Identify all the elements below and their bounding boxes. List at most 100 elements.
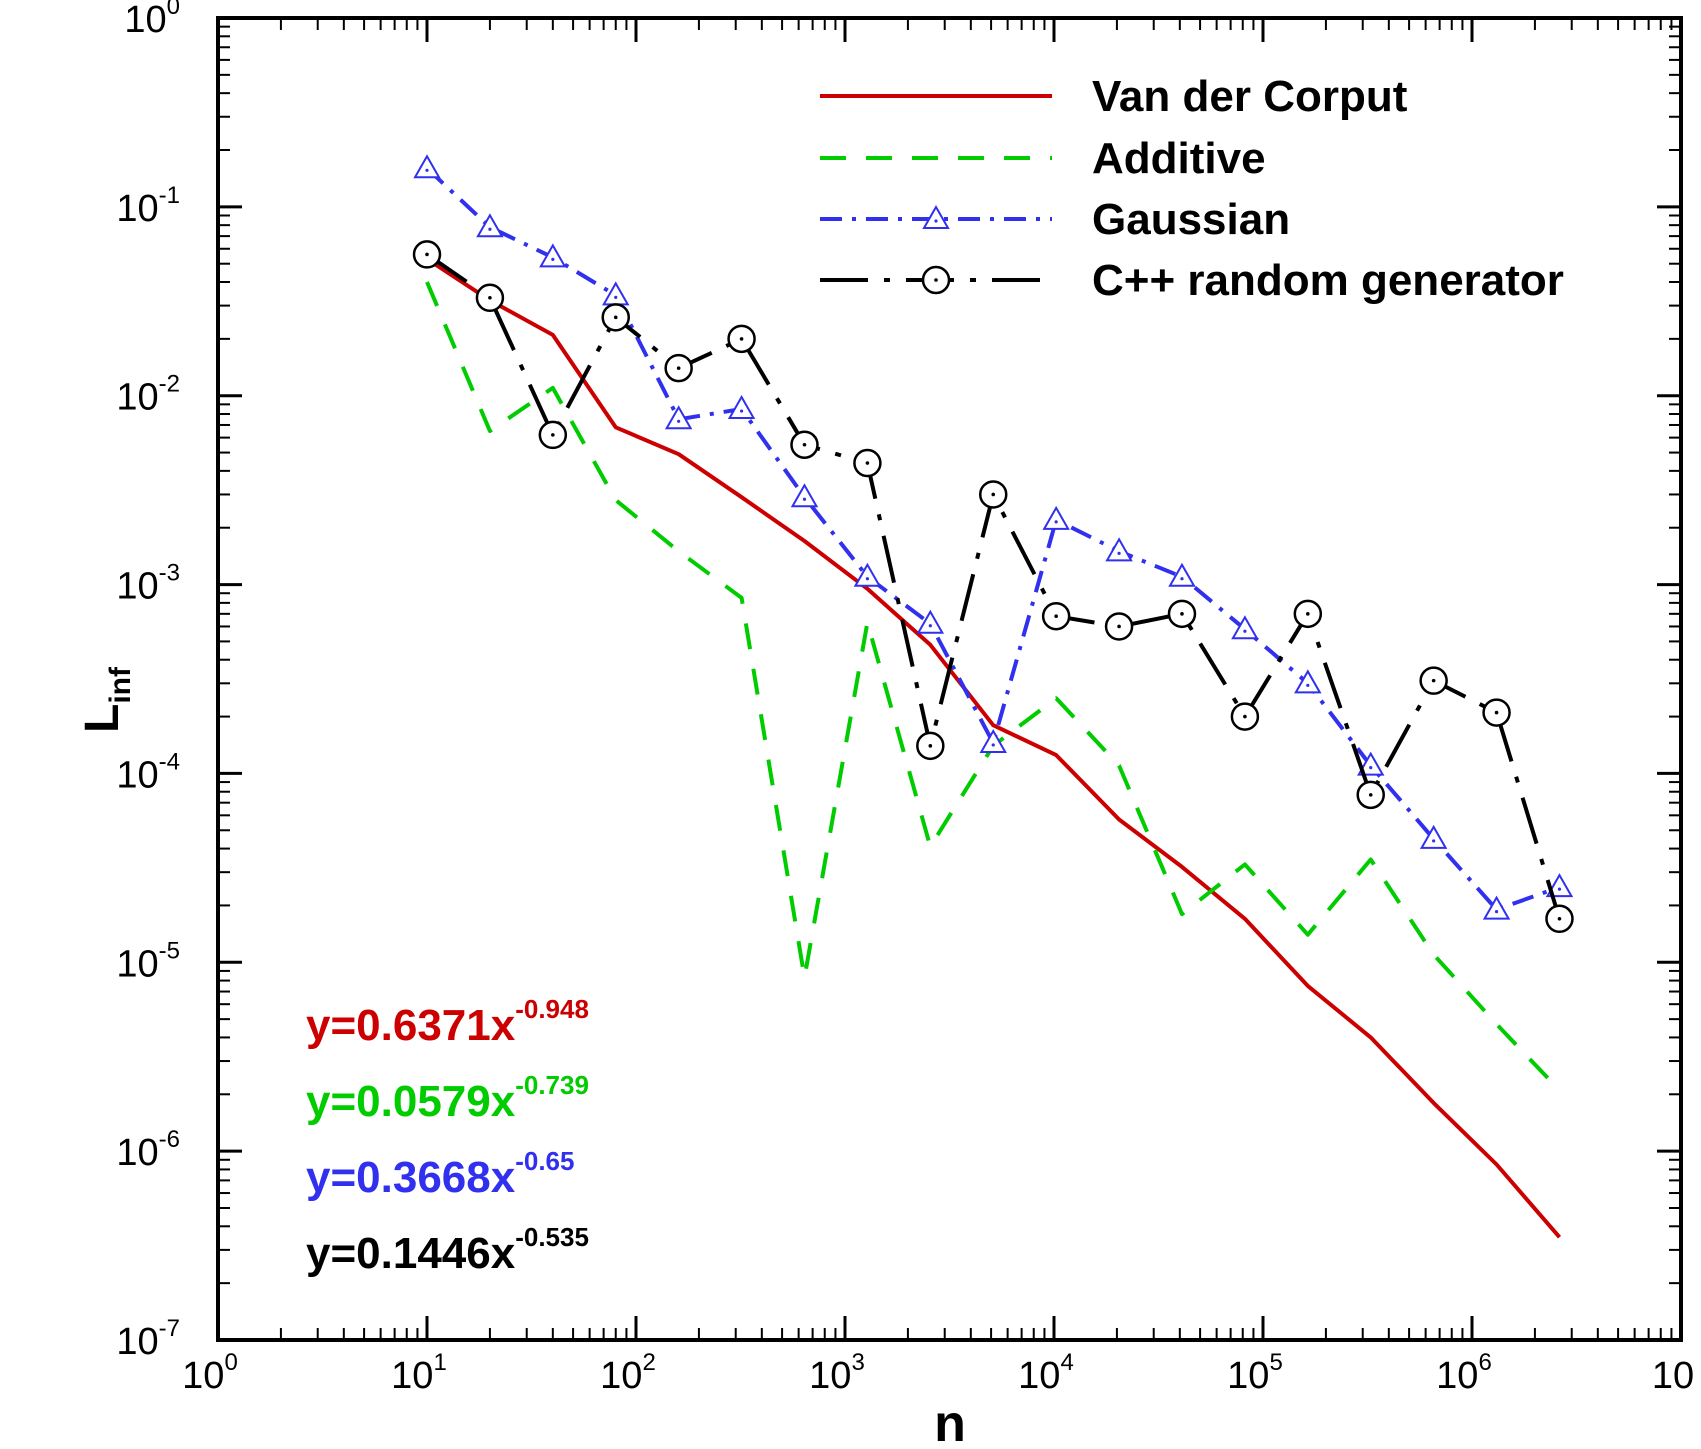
series-point: [539, 243, 567, 268]
x-tick-label-exp: 2: [642, 1349, 655, 1376]
series-point-dot: [739, 337, 744, 341]
y-tick-label-base: 10: [116, 566, 158, 608]
y-axis-title: Linf: [76, 666, 137, 733]
legend-item: C++ random generator: [820, 256, 1564, 305]
y-tick-label: 10-4: [116, 748, 180, 796]
legend-item: Additive: [820, 134, 1266, 183]
x-tick-label-base: 10: [182, 1355, 224, 1397]
y-tick-label-base: 10: [116, 1321, 158, 1363]
x-tick-label-base: 10: [600, 1355, 642, 1397]
series-3: [412, 240, 1574, 934]
series-point-dot: [1054, 520, 1058, 524]
series-point-dot: [1117, 551, 1121, 555]
series-point: [1419, 824, 1448, 849]
series-point-dot: [802, 442, 807, 447]
series-point: [664, 405, 693, 430]
series-0: [425, 257, 1562, 1239]
x-tick-label-exp: 6: [1478, 1349, 1491, 1376]
fit-equation: y=0.3668x-0.65: [306, 1146, 574, 1202]
x-tick-label-base: 10: [391, 1355, 433, 1397]
legend-marker-dot: [934, 219, 938, 223]
series-point-dot: [1432, 839, 1436, 843]
legend-label: C++ random generator: [1092, 256, 1564, 305]
series-point: [413, 154, 441, 179]
fit-equation-base: y=0.0579x: [306, 1077, 516, 1126]
x-tick-label: 103: [809, 1349, 865, 1397]
y-tick-label-base: 10: [116, 943, 158, 985]
fit-equation-exp: -0.948: [515, 994, 589, 1024]
fit-equation-base: y=0.1446x: [306, 1229, 516, 1278]
series-point-dot: [1557, 916, 1562, 921]
series-point: [1105, 537, 1133, 562]
y-tick-label-exp: -3: [159, 560, 180, 587]
y-axis-title-base: L: [76, 704, 129, 733]
y-tick-label-exp: -1: [159, 182, 180, 209]
y-tick-label-exp: -5: [159, 937, 180, 964]
series-point-dot: [425, 252, 429, 257]
y-tick-label: 10-6: [116, 1126, 180, 1174]
fit-equation-exp: -0.535: [515, 1222, 589, 1252]
y-tick-label-base: 10: [116, 1132, 158, 1174]
x-tick-label: 105: [1227, 1349, 1283, 1397]
series-point-dot: [802, 497, 807, 501]
series-point-dot: [1054, 614, 1058, 619]
series-point-dot: [551, 257, 555, 261]
y-tick-label-exp: -2: [159, 371, 180, 398]
y-tick-label: 10-1: [116, 182, 180, 230]
fit-equation-exp: -0.739: [515, 1070, 589, 1100]
series-point-dot: [676, 366, 681, 370]
y-tick-label: 10-3: [116, 560, 180, 608]
y-tick-label-exp: -4: [159, 748, 180, 775]
series-point-dot: [928, 744, 933, 748]
legend-marker-dot: [934, 278, 938, 282]
legend-label: Van der Corput: [1092, 72, 1408, 121]
plot-frame: [216, 16, 1683, 1342]
legend-label: Additive: [1092, 134, 1266, 183]
series-point: [1042, 505, 1070, 530]
series-point-dot: [613, 315, 618, 320]
x-tick-label-base: 10: [1436, 1355, 1478, 1397]
series-layer: [412, 154, 1574, 1239]
fit-equation-base: y=0.6371x: [306, 1001, 516, 1050]
series-point: [476, 213, 504, 238]
series-point: [790, 483, 819, 508]
series-point: [1294, 669, 1322, 694]
series-point: [916, 609, 945, 634]
fit-equation: y=0.6371x-0.948: [306, 994, 589, 1050]
x-tick-label-exp: 3: [851, 1349, 864, 1376]
y-tick-label-base: 10: [124, 0, 166, 41]
x-tick-label-base: 10: [1652, 1355, 1694, 1397]
x-tick-labels: 100 101 102 103 104 105 106 10: [182, 1349, 1694, 1397]
series-point-dot: [551, 433, 555, 437]
x-tick-label-exp: 4: [1060, 1349, 1073, 1376]
x-tick-label-base: 10: [1018, 1355, 1060, 1397]
series-point-dot: [1494, 910, 1499, 914]
series-2: [413, 154, 1574, 920]
y-tick-label: 10-2: [116, 371, 180, 419]
series-point-dot: [928, 624, 932, 628]
x-tick-label-base: 10: [1227, 1355, 1269, 1397]
legend-label: Gaussian: [1092, 195, 1290, 244]
y-tick-label: 100: [124, 0, 180, 41]
fit-equations: y=0.6371x-0.948 y=0.0579x-0.739 y=0.3668x-…: [306, 994, 589, 1278]
series-point-dot: [1243, 629, 1247, 633]
series-point-dot: [991, 743, 995, 747]
series-point-dot: [1494, 710, 1499, 715]
x-tick-label-base: 10: [809, 1355, 851, 1397]
fit-equation-exp: -0.65: [515, 1146, 574, 1176]
x-tick-label: 100: [182, 1349, 238, 1397]
series-point-dot: [1368, 793, 1373, 797]
series-point-dot: [1243, 714, 1247, 719]
y-tick-label-base: 10: [116, 754, 158, 796]
y-tick-label-base: 10: [116, 377, 158, 419]
series-point-dot: [1117, 624, 1121, 629]
series-point-dot: [425, 168, 429, 172]
legend: Van der Corput Additive Gaussian C++ random…: [820, 72, 1564, 305]
legend-item: Gaussian: [820, 195, 1290, 244]
series-point-dot: [739, 409, 744, 413]
x-tick-label: 106: [1436, 1349, 1492, 1397]
y-tick-label-exp: -7: [159, 1315, 180, 1342]
series-point-dot: [1557, 887, 1562, 891]
series-point-dot: [865, 577, 870, 581]
